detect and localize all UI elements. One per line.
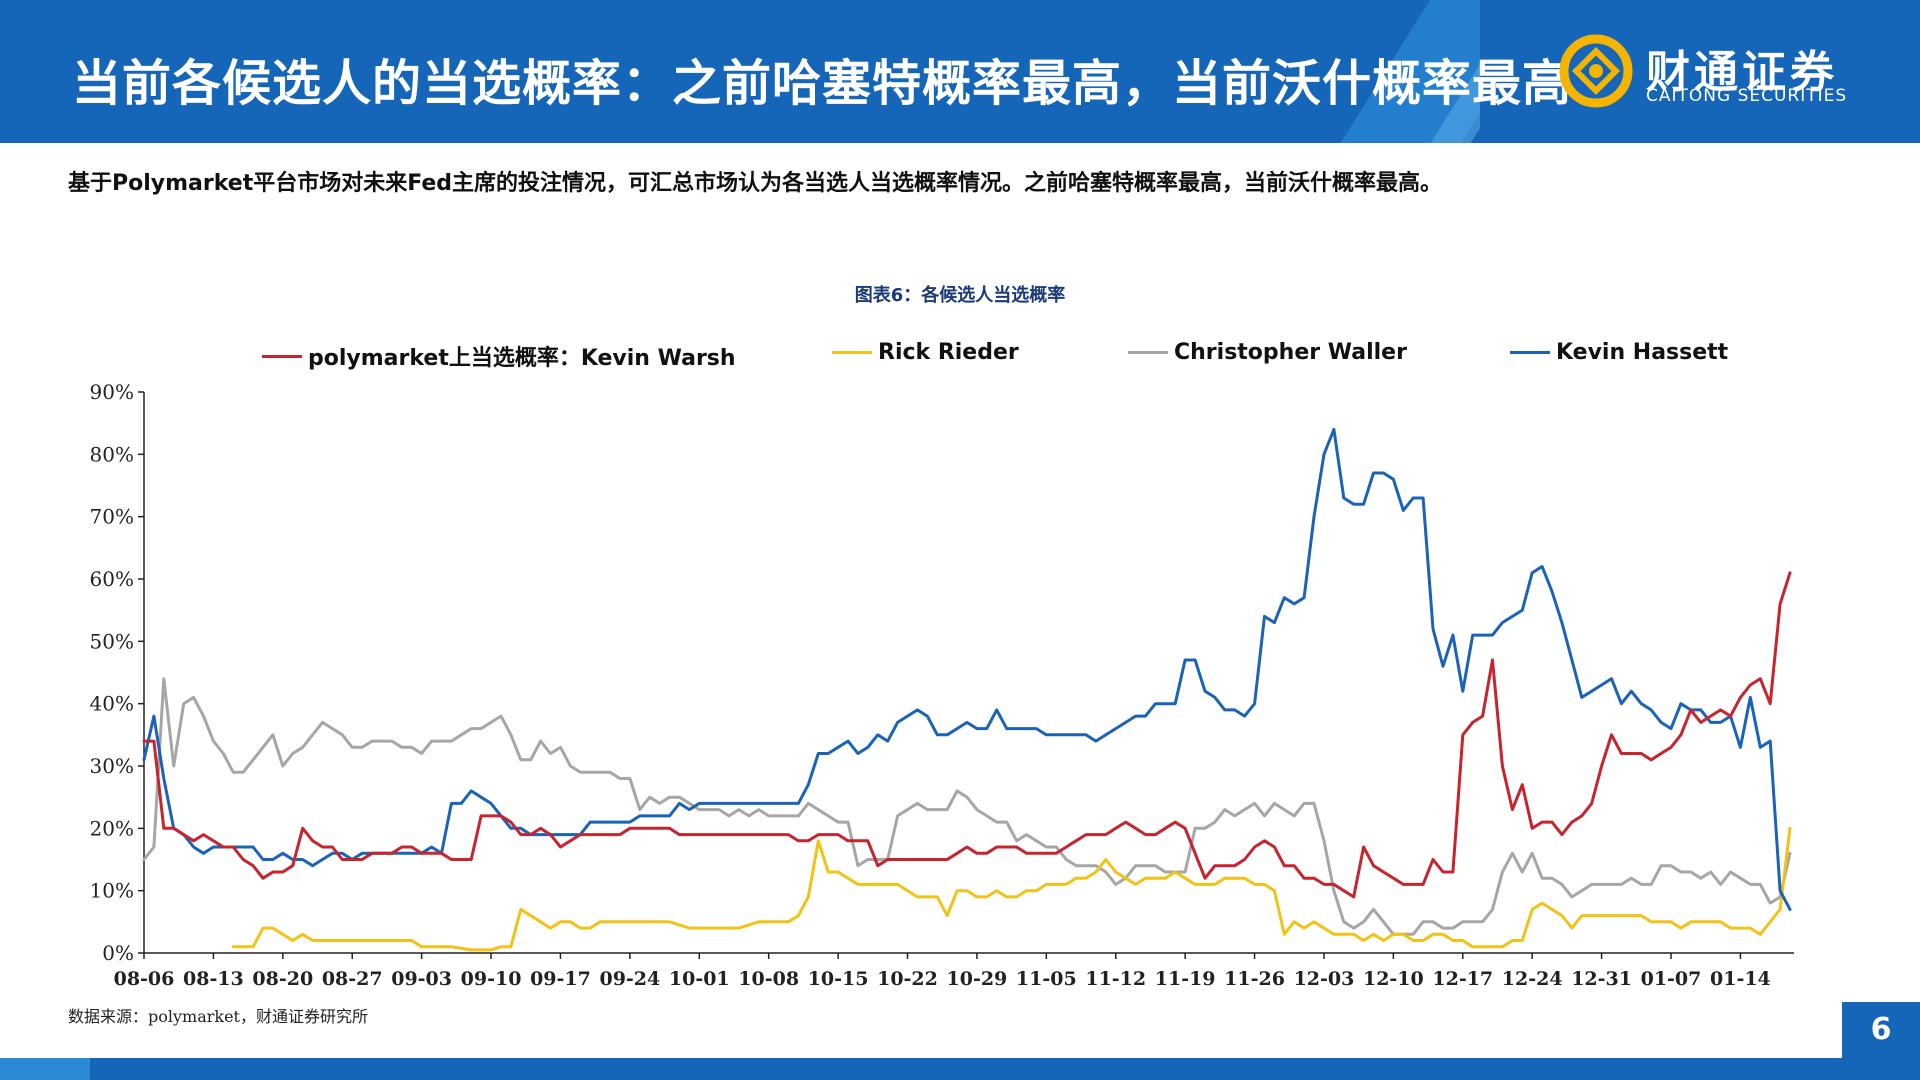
page-number: 6 bbox=[1842, 1002, 1920, 1058]
x-tick-label: 08-27 bbox=[322, 968, 383, 990]
chart-title: 图表6：各候选人当选概率 bbox=[854, 285, 1066, 306]
legend-item-rieder: Rick Rieder bbox=[832, 340, 1019, 366]
legend-label: Kevin Hassett bbox=[1556, 340, 1729, 365]
legend-label: Christopher Waller bbox=[1174, 340, 1407, 365]
y-tick-label: 0% bbox=[102, 941, 134, 965]
x-tick-label: 09-17 bbox=[530, 968, 591, 990]
x-tick-label: 10-29 bbox=[947, 968, 1008, 990]
y-tick-label: 90% bbox=[90, 380, 134, 404]
y-tick-label: 30% bbox=[90, 754, 134, 778]
caitong-logo-icon bbox=[1559, 34, 1633, 108]
legend-swatch bbox=[1510, 351, 1550, 354]
y-tick-label: 10% bbox=[90, 879, 134, 903]
series-line-waller bbox=[142, 677, 1792, 936]
x-tick-label: 08-13 bbox=[183, 968, 244, 990]
y-tick-label: 50% bbox=[90, 629, 134, 653]
legend-swatch bbox=[262, 354, 302, 358]
footer-bar bbox=[0, 1058, 1920, 1080]
line-chart: 0% 10% 20% 30% 40% 50% 60% 70% 80% 90% 08-06 08-13 0… bbox=[90, 380, 1794, 990]
series-line-rieder bbox=[231, 826, 1792, 952]
logo-area bbox=[1480, 0, 1920, 143]
series-line-warsh bbox=[142, 571, 1792, 899]
x-tick-label: 11-05 bbox=[1016, 968, 1077, 990]
x-tick-label: 12-03 bbox=[1294, 968, 1355, 990]
header-banner: 当前各候选人的当选概率：之前哈塞特概率最高，当前沃什概率最高 财通证券 CAIT… bbox=[0, 0, 1920, 143]
x-tick-label: 08-06 bbox=[114, 968, 175, 990]
x-tick-label: 11-12 bbox=[1085, 968, 1146, 990]
x-tick-label: 01-07 bbox=[1641, 968, 1702, 990]
x-tick-label: 01-14 bbox=[1710, 968, 1771, 990]
x-tick-label: 12-31 bbox=[1571, 968, 1632, 990]
x-tick-label: 09-10 bbox=[461, 968, 522, 990]
x-tick-label: 09-03 bbox=[391, 968, 452, 990]
legend-swatch bbox=[832, 351, 872, 354]
y-tick-label: 40% bbox=[90, 692, 134, 716]
x-tick-label: 12-10 bbox=[1363, 968, 1424, 990]
x-tick-label: 11-26 bbox=[1224, 968, 1285, 990]
x-tick-label: 09-24 bbox=[599, 968, 660, 990]
data-source: 数据来源：polymarket，财通证券研究所 bbox=[68, 1007, 368, 1026]
x-tick-label: 10-01 bbox=[669, 968, 730, 990]
x-tick-label: 11-19 bbox=[1155, 968, 1216, 990]
subtitle: 基于Polymarket平台市场对未来Fed主席的投注情况，可汇总市场认为各当选… bbox=[68, 171, 1443, 196]
y-tick-label: 20% bbox=[90, 816, 134, 840]
x-tick-label: 12-24 bbox=[1502, 968, 1563, 990]
x-tick-label: 12-17 bbox=[1432, 968, 1493, 990]
legend-item-warsh: polymarket上当选概率：Kevin Warsh bbox=[262, 340, 736, 371]
y-tick-label: 80% bbox=[90, 442, 134, 466]
x-tick-label: 10-22 bbox=[877, 968, 938, 990]
legend-swatch bbox=[1128, 351, 1168, 354]
legend-item-hassett: Kevin Hassett bbox=[1510, 340, 1728, 366]
x-tick-label: 08-20 bbox=[252, 968, 313, 990]
x-tick-label: 10-08 bbox=[738, 968, 799, 990]
logo-en-text: CAITONG SECURITIES bbox=[1646, 86, 1848, 106]
legend-label: Rick Rieder bbox=[878, 340, 1019, 365]
x-tick-label: 10-15 bbox=[808, 968, 869, 990]
page-title: 当前各候选人的当选概率：之前哈塞特概率最高，当前沃什概率最高 bbox=[72, 55, 1573, 112]
legend-label: polymarket上当选概率：Kevin Warsh bbox=[308, 346, 736, 371]
y-tick-label: 60% bbox=[90, 567, 134, 591]
series-line-hassett bbox=[142, 427, 1792, 911]
y-tick-label: 70% bbox=[90, 505, 134, 529]
logo-cn-text: 财通证券 bbox=[1646, 47, 1838, 98]
legend-item-waller: Christopher Waller bbox=[1128, 340, 1407, 366]
